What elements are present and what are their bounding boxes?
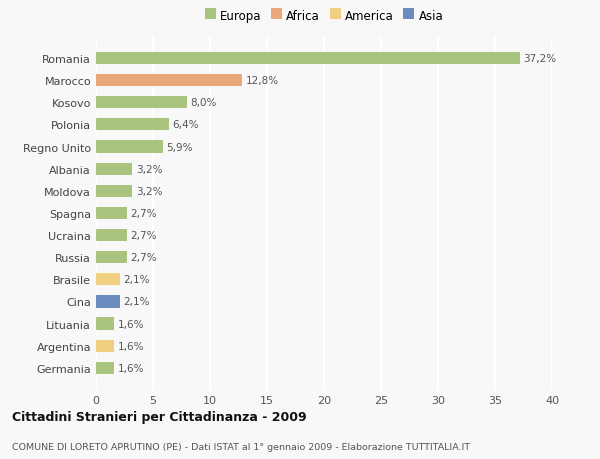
Bar [96, 53, 520, 65]
Text: 6,4%: 6,4% [172, 120, 199, 130]
Text: 1,6%: 1,6% [118, 363, 144, 373]
Text: 5,9%: 5,9% [167, 142, 193, 152]
Text: 3,2%: 3,2% [136, 186, 163, 196]
Text: 2,7%: 2,7% [130, 230, 157, 241]
Bar [96, 141, 163, 153]
Text: 2,7%: 2,7% [130, 208, 157, 218]
Bar [96, 75, 242, 87]
Bar [96, 296, 120, 308]
Bar [96, 207, 127, 219]
Text: COMUNE DI LORETO APRUTINO (PE) - Dati ISTAT al 1° gennaio 2009 - Elaborazione TU: COMUNE DI LORETO APRUTINO (PE) - Dati IS… [12, 442, 470, 451]
Bar [96, 318, 114, 330]
Text: 1,6%: 1,6% [118, 341, 144, 351]
Text: 2,1%: 2,1% [124, 297, 150, 307]
Bar [96, 119, 169, 131]
Text: 2,7%: 2,7% [130, 252, 157, 263]
Text: 37,2%: 37,2% [523, 54, 557, 64]
Text: 1,6%: 1,6% [118, 319, 144, 329]
Legend: Europa, Africa, America, Asia: Europa, Africa, America, Asia [202, 7, 446, 25]
Bar [96, 97, 187, 109]
Text: Cittadini Stranieri per Cittadinanza - 2009: Cittadini Stranieri per Cittadinanza - 2… [12, 410, 307, 423]
Text: 8,0%: 8,0% [191, 98, 217, 108]
Bar [96, 362, 114, 374]
Bar [96, 163, 133, 175]
Text: 12,8%: 12,8% [245, 76, 278, 86]
Bar [96, 274, 120, 286]
Bar [96, 230, 127, 241]
Text: 3,2%: 3,2% [136, 164, 163, 174]
Bar [96, 340, 114, 352]
Text: 2,1%: 2,1% [124, 274, 150, 285]
Bar [96, 252, 127, 263]
Bar [96, 185, 133, 197]
